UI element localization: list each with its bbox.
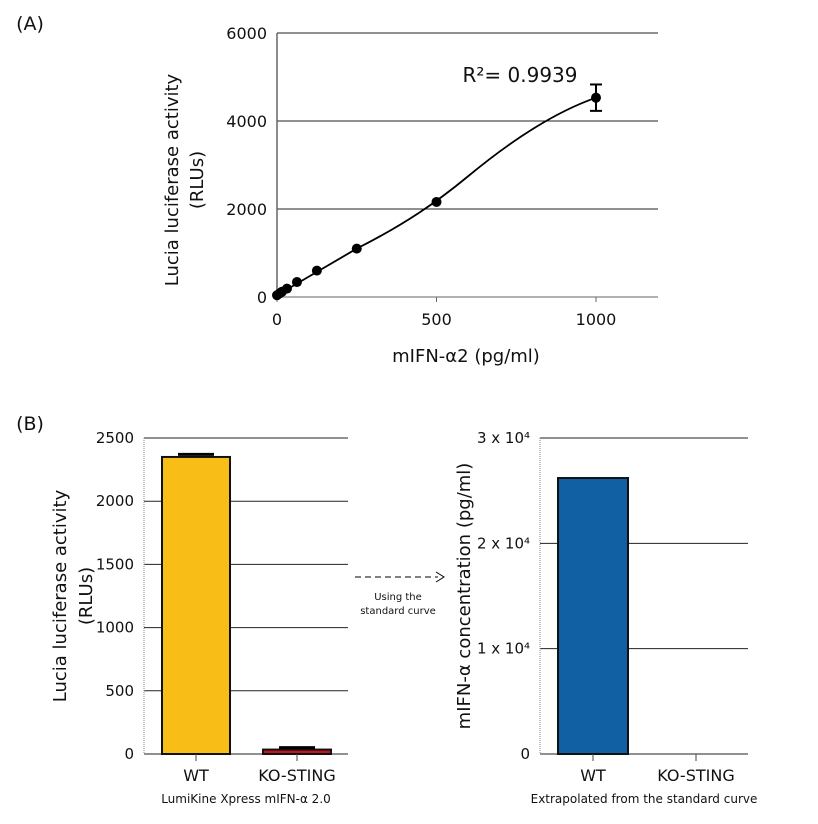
y-tick-label: 1 x 10⁴ bbox=[477, 640, 530, 658]
y-axis-label: Lucia luciferase activity bbox=[162, 73, 183, 286]
bar-ko-sting bbox=[262, 748, 332, 755]
y-tick-label: 2 x 10⁴ bbox=[477, 534, 530, 552]
data-point bbox=[591, 92, 601, 103]
fit-curve bbox=[276, 96, 597, 297]
bar-wt bbox=[161, 455, 231, 755]
x-axis-label: LumiKine Xpress mIFN-α 2.0 bbox=[161, 792, 331, 806]
y-tick-label: 4000 bbox=[226, 112, 267, 131]
y-tick-label: 0 bbox=[257, 288, 267, 307]
x-tick-label: WT bbox=[183, 766, 209, 785]
arrow-label: standard curve bbox=[360, 606, 436, 617]
y-tick-label: 1500 bbox=[96, 555, 134, 573]
panel-label-b: (B) bbox=[16, 413, 44, 435]
data-point bbox=[311, 265, 322, 276]
bar-wt bbox=[557, 477, 629, 755]
y-axis-label: mIFN-α concentration (pg/ml) bbox=[454, 463, 475, 730]
y-tick-label: 0 bbox=[520, 745, 530, 763]
y-tick-label: 2000 bbox=[226, 200, 267, 219]
x-axis-label: Extrapolated from the standard curve bbox=[531, 792, 758, 806]
y-tick-label: 500 bbox=[105, 682, 134, 700]
x-tick-label: 0 bbox=[272, 310, 282, 329]
data-point bbox=[291, 277, 302, 288]
arrow-label: Using the bbox=[374, 592, 422, 603]
data-point bbox=[351, 243, 362, 254]
y-axis-label: (RLUs) bbox=[76, 567, 97, 625]
y-tick-label: 3 x 10⁴ bbox=[477, 429, 530, 447]
y-tick-label: 0 bbox=[124, 745, 134, 763]
x-tick-label: 1000 bbox=[576, 310, 617, 329]
x-tick-label: KO-STING bbox=[258, 766, 335, 785]
x-tick-label: 500 bbox=[421, 310, 452, 329]
y-tick-label: 6000 bbox=[226, 24, 267, 43]
data-point bbox=[281, 283, 292, 294]
x-tick-label: WT bbox=[580, 766, 606, 785]
y-tick-label: 2500 bbox=[96, 429, 134, 447]
y-tick-label: 1000 bbox=[96, 619, 134, 637]
x-axis-label: mIFN-α2 (pg/ml) bbox=[392, 346, 540, 367]
y-tick-label: 2000 bbox=[96, 492, 134, 510]
r-squared-annotation: R²= 0.9939 bbox=[462, 63, 577, 87]
arrow-head-icon bbox=[435, 571, 445, 583]
y-axis-label: (RLUs) bbox=[187, 151, 208, 209]
panel-label-a: (A) bbox=[16, 13, 44, 35]
x-tick-label: KO-STING bbox=[657, 766, 734, 785]
data-point bbox=[431, 196, 442, 207]
y-axis-label: Lucia luciferase activity bbox=[50, 489, 71, 702]
